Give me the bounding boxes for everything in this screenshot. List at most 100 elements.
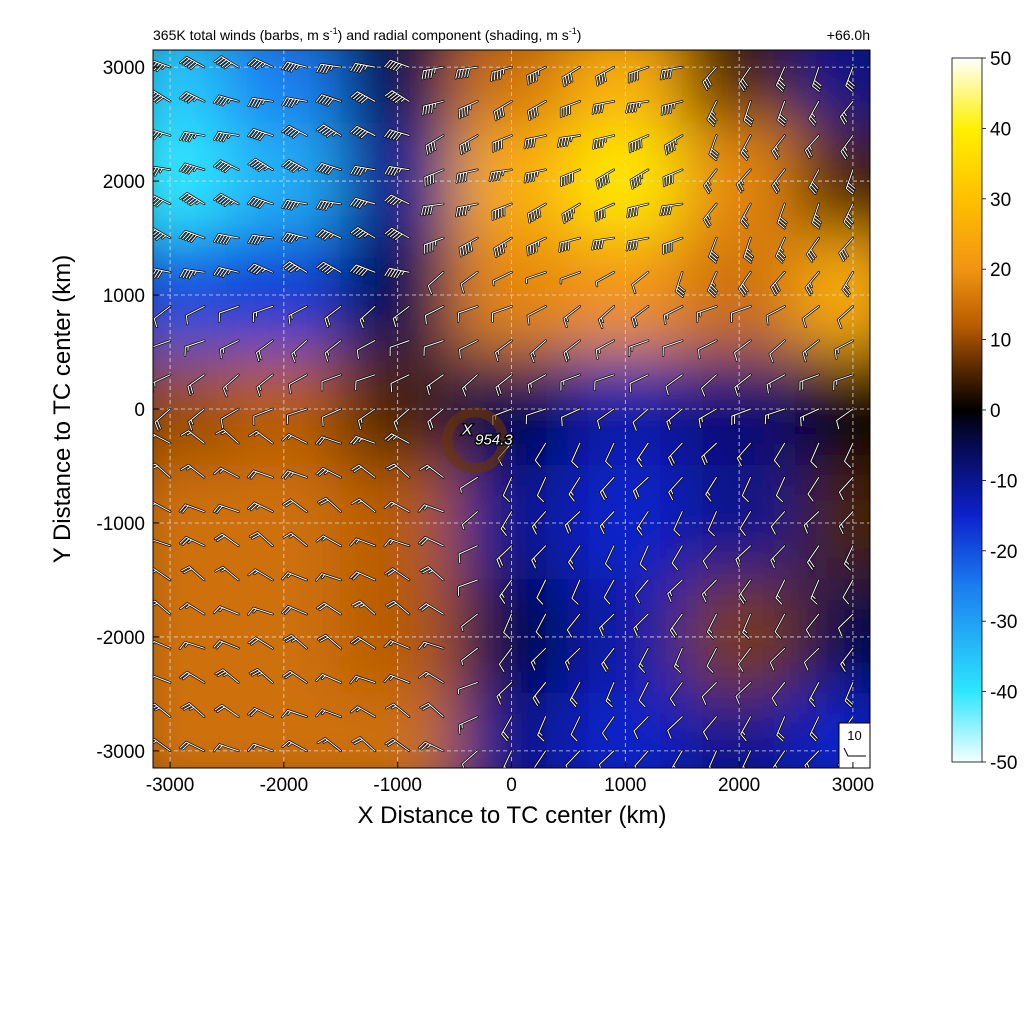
wind-barb xyxy=(562,66,581,87)
wind-barb xyxy=(806,237,820,262)
wind-barb xyxy=(565,750,581,768)
wind-barb xyxy=(560,374,581,391)
wind-barb xyxy=(594,374,615,391)
wind-barb xyxy=(560,271,581,284)
wind-barb xyxy=(663,169,683,187)
wind-barb xyxy=(315,436,342,445)
x-tick-label: 0 xyxy=(506,775,517,796)
wind-barb xyxy=(500,511,512,536)
wind-barb xyxy=(455,66,478,79)
wind-barb xyxy=(599,511,615,535)
wind-barb xyxy=(384,90,410,103)
wind-barb xyxy=(805,613,820,638)
wind-barb xyxy=(665,374,683,396)
wind-barb xyxy=(571,579,581,605)
wind-barb xyxy=(282,499,308,513)
wind-barb xyxy=(215,669,239,683)
colorbar-tick-label: 30 xyxy=(990,190,1011,211)
wind-barb xyxy=(153,268,171,279)
wind-barb xyxy=(351,498,376,513)
wind-barb xyxy=(350,706,376,718)
wind-barb xyxy=(571,442,581,468)
wind-barb xyxy=(845,169,856,195)
chart-title: 365K total winds (barbs, m s-1) and radi… xyxy=(153,26,581,43)
wind-barb xyxy=(596,66,615,86)
wind-barb xyxy=(769,340,786,363)
wind-barb xyxy=(247,743,273,752)
wind-barb xyxy=(350,197,376,209)
wind-barb xyxy=(179,741,205,752)
wind-barb xyxy=(811,203,822,229)
y-tick-label: -1000 xyxy=(96,514,145,535)
wind-barb xyxy=(562,203,581,224)
wind-barb xyxy=(384,539,410,547)
wind-barb xyxy=(179,504,205,513)
wind-barb xyxy=(738,66,751,92)
wind-barb xyxy=(596,169,615,189)
wind-barb xyxy=(153,166,171,176)
wind-barb xyxy=(701,442,717,466)
wind-barb xyxy=(420,566,444,581)
reference-vector-box: 10 xyxy=(838,722,871,769)
wind-barb xyxy=(663,305,683,325)
y-tick-label: -2000 xyxy=(96,628,145,649)
wind-barb xyxy=(843,545,854,571)
wind-barb xyxy=(839,100,854,125)
wind-barb xyxy=(534,442,547,468)
colorbar-tick-label: -20 xyxy=(990,542,1017,563)
wind-barb xyxy=(458,579,478,596)
wind-barb xyxy=(631,305,649,328)
wind-barb xyxy=(316,674,342,683)
wind-barb xyxy=(660,203,683,216)
wind-barb xyxy=(527,203,547,223)
wind-barb xyxy=(181,702,205,718)
wind-barb xyxy=(708,750,717,768)
wind-barb xyxy=(777,203,787,229)
wind-barb xyxy=(770,271,786,296)
wind-barb xyxy=(834,340,854,359)
wind-barb xyxy=(591,237,615,250)
wind-barb xyxy=(536,476,547,503)
wind-barb xyxy=(288,305,308,325)
wind-barb xyxy=(291,340,308,363)
wind-barb xyxy=(764,408,786,425)
wind-barb xyxy=(456,169,478,184)
wind-barb xyxy=(671,545,683,571)
wind-barb xyxy=(734,340,751,362)
wind-barb xyxy=(736,169,751,193)
wind-barb xyxy=(669,682,683,707)
wind-barb xyxy=(418,536,444,547)
wind-barb xyxy=(316,229,342,240)
wind-barb xyxy=(213,267,239,278)
wind-barb xyxy=(153,194,171,207)
wind-barb xyxy=(802,305,820,328)
wind-barb xyxy=(393,408,410,431)
wind-barb xyxy=(564,647,581,671)
wind-barb xyxy=(392,305,410,328)
wind-barb xyxy=(213,504,239,514)
wind-barb xyxy=(502,476,512,503)
wind-barb xyxy=(702,66,717,91)
colorbar-tick-label: 0 xyxy=(990,401,1001,422)
wind-barb xyxy=(351,464,376,478)
wind-barb xyxy=(282,261,308,273)
wind-barb xyxy=(742,613,751,639)
x-tick-label: -1000 xyxy=(373,775,422,796)
wind-barb xyxy=(153,568,171,581)
y-tick-label: -3000 xyxy=(96,742,145,763)
wind-barb xyxy=(737,647,751,672)
wind-barb xyxy=(184,340,205,357)
wind-barb xyxy=(636,511,649,536)
wind-barb xyxy=(770,545,786,569)
wind-barb xyxy=(214,704,239,718)
wind-barb xyxy=(153,129,171,140)
y-tick-label: 3000 xyxy=(103,58,145,79)
y-tick-label: 2000 xyxy=(103,172,145,193)
wind-barb xyxy=(592,100,615,115)
wind-barb xyxy=(418,671,444,683)
wind-barb xyxy=(629,135,649,153)
wind-barb xyxy=(595,203,615,222)
wind-barb xyxy=(531,511,547,535)
wind-barb xyxy=(316,602,342,615)
wind-barb xyxy=(384,674,410,683)
